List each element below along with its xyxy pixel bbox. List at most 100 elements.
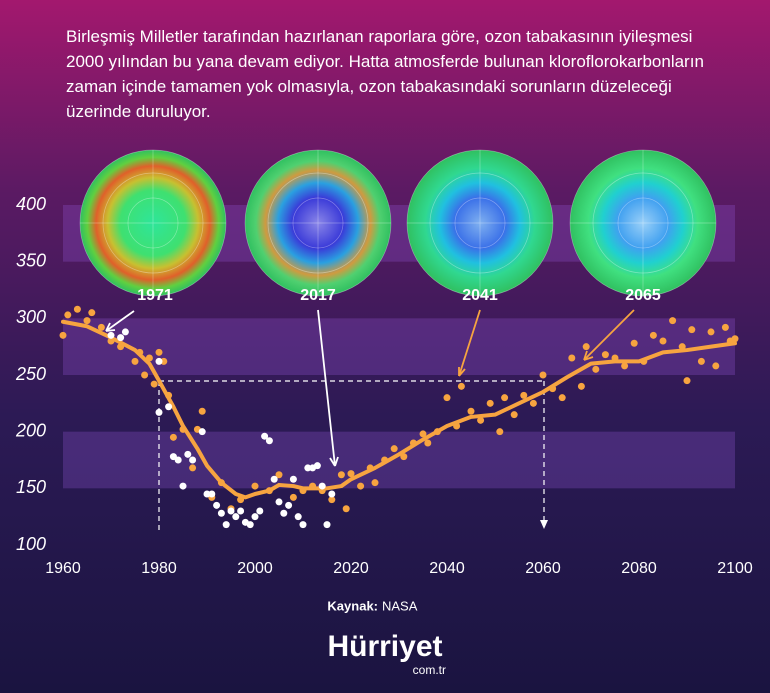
- point: [88, 309, 96, 317]
- globe: [79, 149, 227, 297]
- point: [467, 407, 475, 415]
- point: [630, 339, 638, 347]
- point: [270, 475, 278, 483]
- point: [265, 437, 273, 445]
- logo-suffix: com.tr: [413, 663, 446, 677]
- point: [400, 453, 408, 461]
- source-label: Kaynak:: [327, 598, 378, 613]
- point: [731, 335, 739, 343]
- point: [150, 380, 158, 388]
- x-tick-label: 2020: [333, 560, 369, 577]
- point: [549, 385, 557, 393]
- point: [131, 357, 139, 365]
- point: [683, 377, 691, 385]
- point: [611, 354, 619, 362]
- point: [443, 394, 451, 402]
- point: [477, 416, 485, 424]
- y-tick-label: 200: [15, 420, 46, 440]
- point: [198, 428, 206, 436]
- logo: Hürriyet: [327, 630, 442, 663]
- point: [237, 507, 245, 515]
- point: [640, 357, 648, 365]
- point: [275, 471, 283, 479]
- point: [496, 428, 504, 436]
- point: [621, 362, 629, 370]
- arrow: [583, 309, 635, 361]
- arrow: [458, 309, 481, 377]
- point: [213, 501, 221, 509]
- point: [328, 496, 336, 504]
- y-tick-label: 400: [16, 194, 46, 214]
- point: [409, 439, 417, 447]
- point: [337, 471, 345, 479]
- point: [237, 496, 245, 504]
- point: [121, 328, 129, 336]
- y-tick-label: 100: [16, 534, 46, 554]
- point: [678, 343, 686, 351]
- point: [289, 493, 297, 501]
- point: [457, 382, 465, 390]
- point: [299, 487, 307, 495]
- point: [198, 407, 206, 415]
- point: [539, 371, 547, 379]
- arrow: [105, 310, 135, 332]
- reference-lines: [158, 380, 548, 530]
- annotation-arrows: [105, 309, 635, 467]
- point: [141, 371, 149, 379]
- annotation: 1971: [137, 287, 173, 304]
- arrow: [317, 309, 339, 467]
- point: [189, 456, 197, 464]
- point: [165, 403, 173, 411]
- point: [659, 337, 667, 345]
- point: [217, 509, 225, 517]
- point: [453, 422, 461, 430]
- y-tick-label: 150: [16, 477, 46, 497]
- point: [347, 470, 355, 478]
- point: [357, 482, 365, 490]
- point: [261, 432, 269, 440]
- point: [366, 464, 374, 472]
- point: [155, 348, 163, 356]
- globes: [79, 149, 717, 297]
- point: [592, 365, 600, 373]
- source: NASA: [382, 598, 418, 613]
- globe-grid: [80, 150, 716, 296]
- globe: [244, 149, 392, 297]
- point: [289, 475, 297, 483]
- point: [155, 408, 163, 416]
- point: [390, 445, 398, 453]
- point: [568, 354, 576, 362]
- point: [256, 507, 264, 515]
- point: [165, 391, 173, 399]
- band: [63, 431, 735, 489]
- point: [486, 399, 494, 407]
- point: [203, 490, 211, 498]
- point: [227, 507, 235, 515]
- x-tick-label: 1960: [45, 560, 81, 577]
- point: [73, 305, 81, 313]
- intro-text: Birleşmiş Milletler tarafından hazırlana…: [66, 27, 704, 121]
- point: [145, 354, 153, 362]
- x-tick-label: 2000: [237, 560, 273, 577]
- point: [64, 311, 72, 319]
- point: [304, 464, 312, 472]
- point: [189, 464, 197, 472]
- point: [117, 334, 125, 342]
- y-tick-label: 300: [16, 307, 46, 327]
- point: [371, 479, 379, 487]
- point: [721, 323, 729, 331]
- point: [520, 391, 528, 399]
- point: [323, 521, 331, 529]
- point: [107, 331, 115, 339]
- y-tick-label: 250: [15, 364, 46, 384]
- line: [61, 319, 737, 500]
- x-tick-label: 1980: [141, 560, 177, 577]
- point: [251, 482, 259, 490]
- point: [649, 331, 657, 339]
- point: [184, 450, 192, 458]
- point: [275, 498, 283, 506]
- point: [265, 487, 273, 495]
- point: [83, 317, 91, 325]
- x-tick-label: 2040: [429, 560, 465, 577]
- point: [208, 490, 216, 498]
